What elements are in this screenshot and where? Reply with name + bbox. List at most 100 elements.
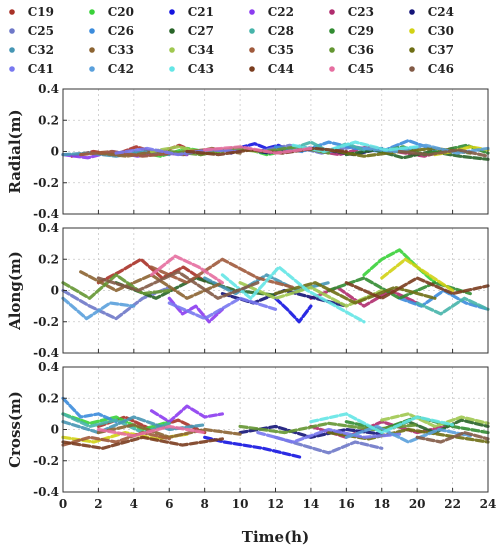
legend-item: C29 [329,24,374,38]
series-line-C36 [61,273,171,300]
legend-item: C20 [89,5,134,19]
x-axis [62,349,489,353]
legend-label: C41 [28,62,54,76]
series-line-C44 [61,435,224,450]
y-axis: -0.4 -0.2 0 0.2 0.4 [33,360,67,499]
legend-item: C28 [249,24,294,38]
grid [63,228,488,353]
series-line-C28 [415,296,490,316]
legend-label: C24 [428,5,454,19]
legend-item: C44 [249,62,294,76]
series-line-C21 [203,435,304,460]
y-tick-label: 0.2 [38,252,59,266]
y-tick-label: -0.4 [33,207,59,221]
y-tick-label: -0.4 [33,485,59,499]
y-tick-label: 0.2 [38,113,59,127]
legend-label: C28 [268,24,294,38]
legend-item: C24 [409,5,454,19]
legend-marker [409,9,415,15]
y-axis: -0.4 -0.2 0 0.2 0.4 [33,221,67,360]
legend-marker [169,9,175,15]
series-line-C41 [256,427,402,444]
y-axis: -0.4 -0.2 0 0.2 0.4 [33,82,67,221]
series-line-C36 [238,421,419,435]
panel-3: -0.4-0.200.20.40 2 4 6 8 10 12 14 16 18 20 22 24Cros… [6,360,496,511]
legend-label: C27 [188,24,214,38]
legend-marker [329,47,335,53]
legend-item: C37 [409,43,454,57]
y-tick-label: -0.2 [33,176,59,190]
legend-marker [329,9,335,15]
series-line-C34 [380,412,490,428]
x-tick-label: 12 [267,497,284,511]
series-line-C20 [61,412,171,432]
legend-marker [9,9,15,15]
legend-marker [249,9,255,15]
y-axis-label: Cross(m) [6,391,24,468]
series-line-C45 [96,424,207,438]
legend-marker [169,28,175,34]
x-tick-label: 10 [232,497,249,511]
series-line-C46 [96,270,260,300]
y-tick-label: -0.2 [33,454,59,468]
panels: -0.4 -0.2 0 0.2 0.4 Radial(m) -0.4 -0.2 0 0.2 0.4 A… [6,82,496,511]
legend-item: C46 [409,62,454,76]
series-line-C45 [203,145,313,155]
legend-label: C23 [348,5,374,19]
series-line-C43 [309,412,455,435]
legend-item: C45 [329,62,374,76]
legend-item: C27 [169,24,214,38]
legend-marker [169,47,175,53]
x-tick-label: 16 [338,497,355,511]
legend-label: C20 [108,5,134,19]
x-axis: 0 2 4 6 8 10 12 14 16 18 20 22 24 [59,488,496,511]
legend-label: C30 [428,24,454,38]
legend-marker [9,47,15,53]
legend-label: C35 [268,43,294,57]
legend-marker [329,28,335,34]
y-tick-label: 0.4 [38,360,59,374]
series-line-C46 [397,148,490,158]
legend-item: C34 [169,43,214,57]
series-line-C21 [273,296,313,324]
legend-item: C30 [409,24,454,38]
legend-marker [89,47,95,53]
legend-label: C22 [268,5,294,19]
x-tick-label: 20 [409,497,426,511]
series-line-C22 [167,296,224,324]
legend-item: C41 [9,62,54,76]
legend-marker [169,66,175,72]
legend-marker [249,28,255,34]
plot-area [61,139,490,161]
y-tick-label: 0 [51,284,59,298]
series-line-C41 [167,296,278,321]
legend-marker [409,47,415,53]
x-tick-label: 22 [444,497,461,511]
legend-marker [89,66,95,72]
legend-marker [329,66,335,72]
series-line-C43 [220,265,366,324]
series-line-C35 [149,257,295,289]
y-tick-label: -0.4 [33,346,59,360]
legend-item: C21 [169,5,214,19]
legend-marker [89,28,95,34]
legend-item: C25 [9,24,54,38]
y-tick-label: 0.4 [38,82,59,96]
legend-label: C21 [188,5,214,19]
series-line-C25 [61,285,171,321]
y-tick-label: 0.4 [38,221,59,235]
legend-marker [9,28,15,34]
legend-label: C34 [188,43,214,57]
legend-label: C44 [268,62,294,76]
legend-label: C19 [28,5,54,19]
legend-item: C33 [89,43,134,57]
x-tick-label: 14 [303,497,320,511]
x-tick-label: 2 [94,497,102,511]
legend-item: C23 [329,5,374,19]
legend-label: C29 [348,24,374,38]
legend-marker [249,66,255,72]
legend: C19 C20 C21 C22 C23 C24 C25 C26 C27 C28 C29 C30 C32 C… [9,5,454,76]
legend-label: C33 [108,43,134,57]
legend-item: C22 [249,5,294,19]
series-line-C22 [149,404,224,424]
